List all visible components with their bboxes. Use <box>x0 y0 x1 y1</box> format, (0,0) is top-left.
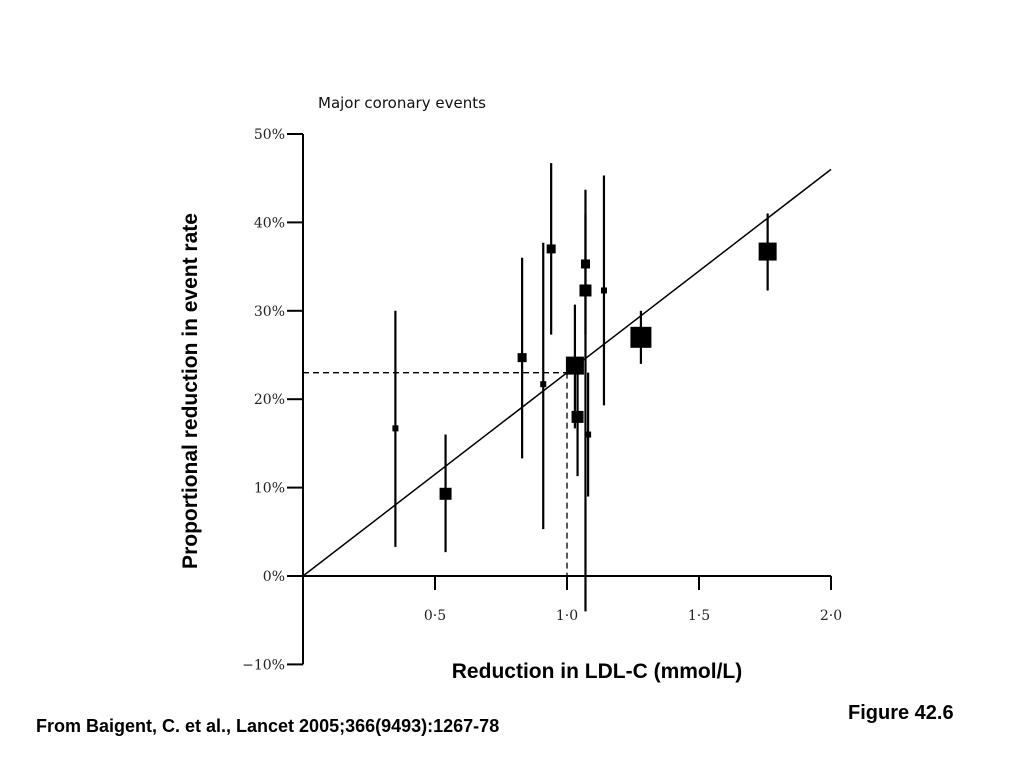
data-point <box>439 487 452 500</box>
data-point <box>546 244 556 254</box>
data-point <box>517 353 527 363</box>
chart-title: Major coronary events <box>318 94 486 112</box>
x-tick-label: 2·0 <box>820 608 842 624</box>
data-point <box>579 284 592 297</box>
x-tick-label: 0·5 <box>424 608 446 624</box>
data-point <box>758 242 777 261</box>
y-axis-label: Proportional reduction in event rate <box>179 213 202 569</box>
y-tick-label: 0% <box>263 569 285 585</box>
y-tick-label: −10% <box>242 657 285 673</box>
plot-area: −10% 0% 10% 20% 30% 40% 50% 0·5 1·0 1·5 2·0 <box>242 127 842 673</box>
y-tick-label: 20% <box>254 392 285 408</box>
y-tick-label: 50% <box>254 127 285 143</box>
data-point <box>392 425 399 432</box>
x-tick-label: 1·0 <box>556 608 578 624</box>
source-citation: From Baigent, C. et al., Lancet 2005;366… <box>36 716 500 736</box>
data-point <box>630 326 652 348</box>
y-tick-label: 10% <box>254 481 285 497</box>
x-tick-label: 1·5 <box>688 608 710 624</box>
data-point <box>585 431 592 438</box>
figure-number: Figure 42.6 <box>848 702 954 724</box>
data-point <box>600 287 607 294</box>
y-tick-label: 40% <box>254 215 285 231</box>
data-point <box>565 356 584 375</box>
data-point <box>540 381 547 388</box>
data-point <box>571 410 584 423</box>
x-axis-label: Reduction in LDL-C (mmol/L) <box>452 660 742 683</box>
y-tick-label: 30% <box>254 304 285 320</box>
